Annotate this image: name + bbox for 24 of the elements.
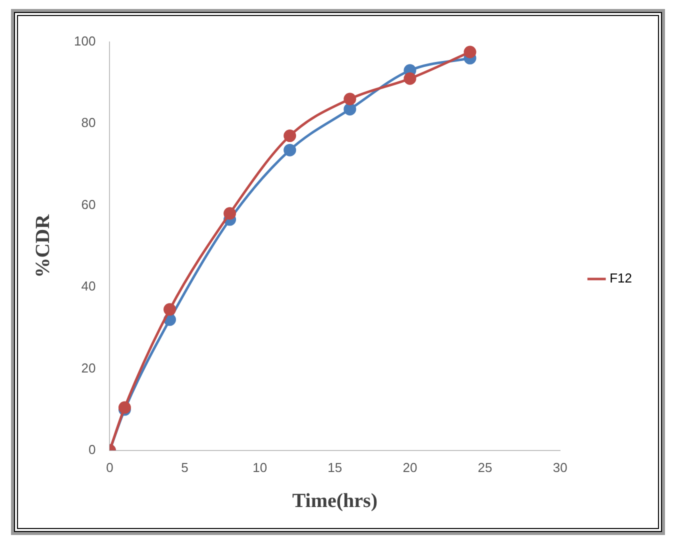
point <box>284 130 296 142</box>
point <box>224 207 236 220</box>
point <box>344 92 356 106</box>
point <box>344 102 356 116</box>
point <box>284 144 296 156</box>
y-tick-label: 0 <box>88 442 96 457</box>
point <box>404 72 416 85</box>
legend-label: F12 <box>610 270 632 286</box>
x-tick-label: 20 <box>402 460 418 475</box>
y-tick-label: 40 <box>81 278 96 294</box>
x-tick-label: 5 <box>181 460 188 475</box>
y-tick-label: 100 <box>74 33 96 48</box>
x-tick-label: 0 <box>106 460 114 475</box>
y-axis-title: %CDR <box>32 214 54 278</box>
y-tick-label: 80 <box>81 115 96 130</box>
point <box>163 303 176 316</box>
y-tick-label: 20 <box>81 360 96 376</box>
x-tick-label: 10 <box>252 460 268 475</box>
point <box>464 46 476 58</box>
x-tick-label: 25 <box>478 460 492 475</box>
x-tick-label: 15 <box>328 460 342 475</box>
y-tick-label: 60 <box>81 196 96 212</box>
x-tick-label: 30 <box>552 460 568 475</box>
x-axis-title: Time(hrs) <box>292 490 378 512</box>
